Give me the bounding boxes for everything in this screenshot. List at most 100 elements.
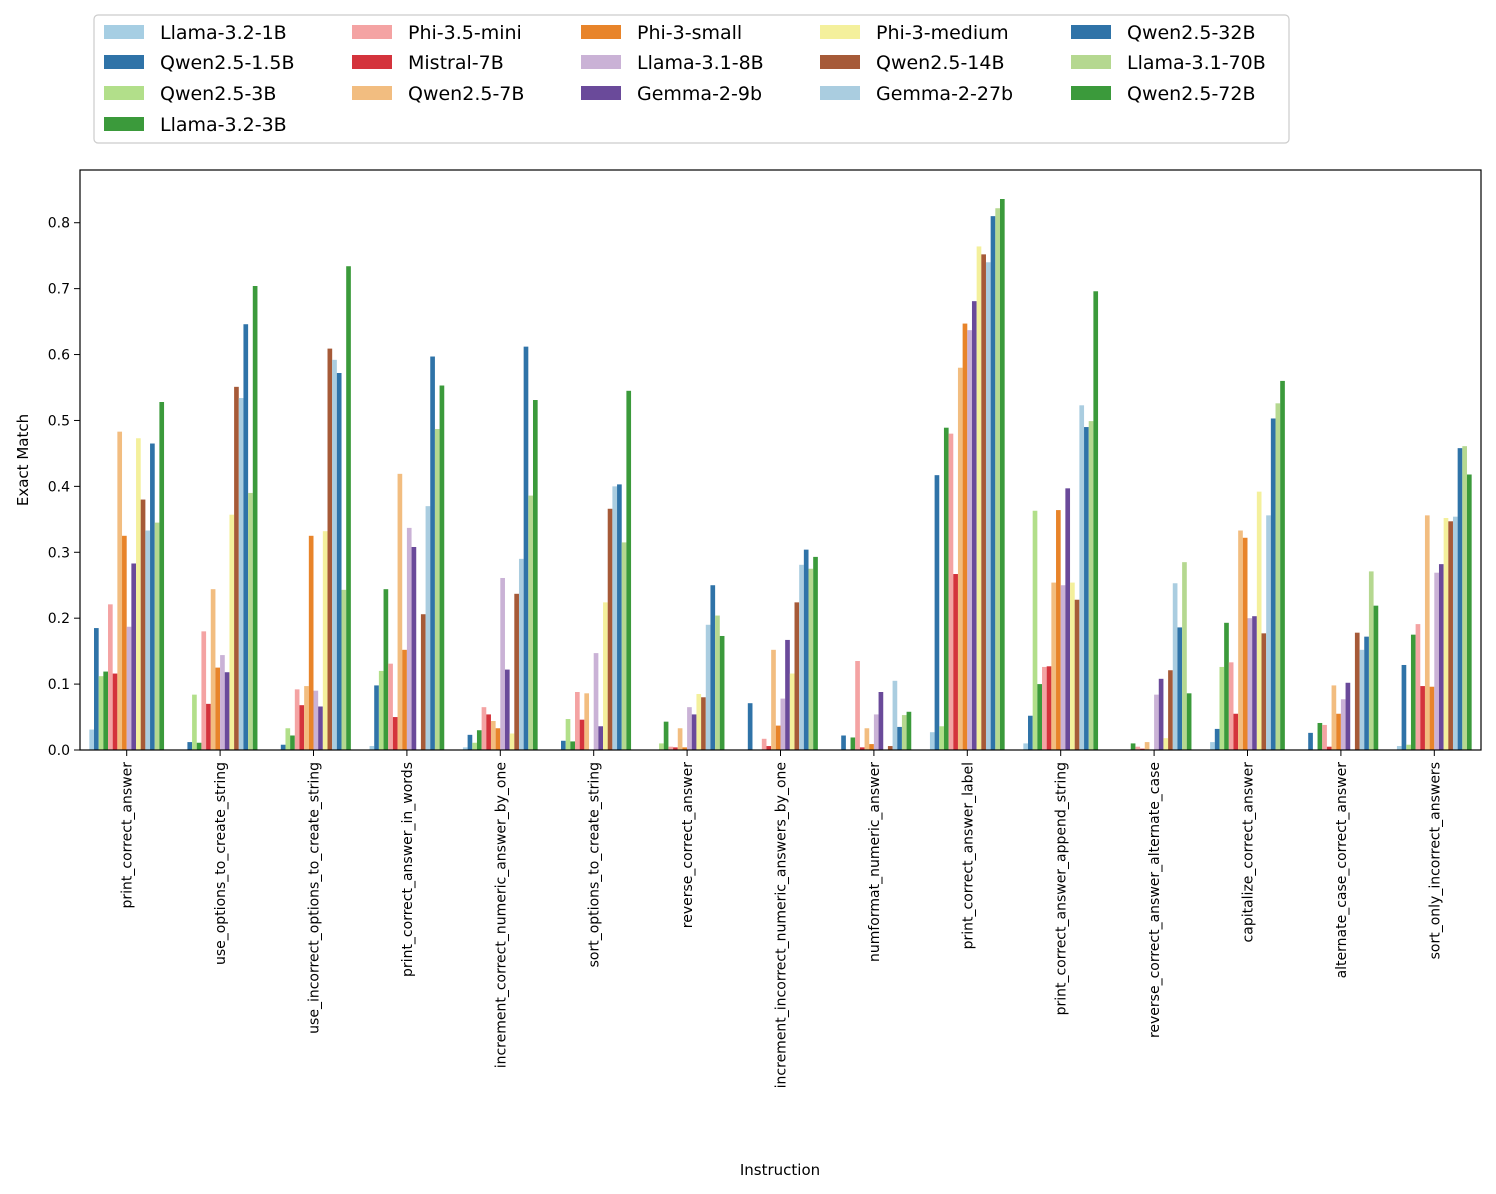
bar-Phi-3.5-mini-reverse_correct_answer_alternate_case bbox=[1135, 746, 1141, 750]
bar-Llama-3.2-3B-reverse_correct_answer_alternate_case bbox=[1130, 743, 1136, 750]
bar-Phi-3-small-reverse_correct_answer bbox=[682, 747, 688, 750]
bar-Phi-3.5-mini-print_correct_answer bbox=[108, 604, 113, 750]
bar-Mistral-7B-sort_options_to_create_string bbox=[579, 719, 585, 750]
bar-Llama-3.1-8B-increment_incorrect_numeric_answers_by_one bbox=[780, 698, 786, 750]
bar-Qwen2.5-32B-reverse_correct_answer bbox=[710, 585, 716, 750]
bar-Phi-3-medium-print_correct_answer bbox=[136, 438, 141, 750]
x-tick-label: print_correct_answer bbox=[120, 762, 136, 909]
bar-Llama-3.1-8B-print_correct_answer_in_words bbox=[406, 527, 412, 750]
y-axis: 0.0 0.1 0.2 0.3 0.4 0.5 0.6 0.7 0.8 bbox=[48, 216, 80, 759]
plot-area bbox=[79, 169, 1482, 751]
bar-Phi-3-medium-print_correct_answer_append_string bbox=[1070, 582, 1075, 750]
bar-Phi-3-medium-print_correct_answer_label bbox=[976, 246, 982, 750]
legend-swatch bbox=[104, 55, 144, 69]
bar-Llama-3.1-70B-print_correct_answer_label bbox=[995, 208, 1000, 751]
bar-Phi-3-small-use_options_to_create_string bbox=[215, 667, 221, 750]
bar-Phi-3-small-print_correct_answer bbox=[122, 535, 127, 750]
y-tick-label: 0.0 bbox=[48, 743, 70, 759]
bar-Qwen2.5-7B-alternate_case_correct_answer bbox=[1331, 685, 1337, 750]
legend-label: Llama-3.2-1B bbox=[160, 22, 287, 44]
bar-Llama-3.2-3B-print_correct_answer_append_string bbox=[1037, 684, 1043, 750]
x-tick-label: reverse_correct_answer_alternate_case bbox=[1147, 762, 1163, 1038]
bar-Qwen2.5-14B-alternate_case_correct_answer bbox=[1354, 632, 1360, 750]
bar-Llama-3.1-70B-use_incorrect_options_to_create_string bbox=[341, 589, 347, 750]
bar-Llama-3.1-8B-reverse_correct_answer bbox=[687, 707, 692, 750]
bar-Gemma-2-27b-increment_incorrect_numeric_answers_by_one bbox=[799, 564, 804, 750]
bar-Mistral-7B-sort_only_incorrect_answers bbox=[1420, 686, 1425, 750]
bar-Gemma-2-27b-increment_correct_numeric_answer_by_one bbox=[518, 558, 524, 750]
bar-Llama-3.2-1B-increment_correct_numeric_answer_by_one bbox=[462, 747, 468, 750]
bar-Qwen2.5-72B-use_options_to_create_string bbox=[252, 286, 258, 750]
bar-Llama-3.2-3B-alternate_case_correct_answer bbox=[1317, 722, 1323, 750]
bar-Llama-3.2-3B-reverse_correct_answer bbox=[663, 721, 669, 750]
bar-Phi-3.5-mini-capitalize_correct_answer bbox=[1228, 662, 1234, 750]
bar-Qwen2.5-32B-increment_correct_numeric_answer_by_one bbox=[523, 346, 529, 750]
x-tick-label: capitalize_correct_answer bbox=[1241, 762, 1257, 943]
bar-Qwen2.5-7B-capitalize_correct_answer bbox=[1238, 530, 1243, 750]
bar-Qwen2.5-7B-increment_incorrect_numeric_answers_by_one bbox=[771, 649, 776, 750]
legend-box bbox=[93, 14, 1290, 144]
x-tick-label: print_correct_answer_in_words bbox=[400, 762, 416, 977]
x-tick-label: increment_correct_numeric_answer_by_one bbox=[493, 762, 509, 1068]
x-tick-label: print_correct_answer_label bbox=[960, 762, 976, 949]
bar-Phi-3-medium-use_options_to_create_string bbox=[229, 514, 235, 750]
bar-Qwen2.5-32B-print_correct_answer_append_string bbox=[1084, 427, 1089, 750]
bar-Gemma-2-27b-numformat_numeric_answer bbox=[892, 680, 898, 750]
legend-label: Llama-3.2-3B bbox=[160, 114, 287, 136]
bar-Qwen2.5-7B-print_correct_answer_in_words bbox=[397, 473, 403, 750]
bar-Llama-3.1-70B-reverse_correct_answer_alternate_case bbox=[1182, 562, 1187, 750]
bar-Gemma-2-9b-print_correct_answer_in_words bbox=[411, 547, 417, 750]
y-tick-label: 0.3 bbox=[48, 545, 70, 561]
bar-Llama-3.1-70B-alternate_case_correct_answer bbox=[1368, 571, 1374, 750]
bar-Qwen2.5-72B-print_correct_answer_append_string bbox=[1093, 291, 1099, 750]
bar-Qwen2.5-3B-reverse_correct_answer bbox=[659, 743, 664, 750]
x-tick-label: alternate_case_correct_answer bbox=[1334, 762, 1350, 979]
bar-Phi-3.5-mini-increment_correct_numeric_answer_by_one bbox=[481, 707, 487, 750]
legend-label: Llama-3.1-70B bbox=[1127, 52, 1266, 74]
bar-Mistral-7B-alternate_case_correct_answer bbox=[1326, 746, 1332, 750]
bar-Llama-3.2-3B-use_incorrect_options_to_create_string bbox=[290, 735, 295, 750]
bar-Phi-3-small-alternate_case_correct_answer bbox=[1336, 713, 1341, 750]
bar-Llama-3.1-70B-print_correct_answer_in_words bbox=[434, 429, 440, 750]
bar-Llama-3.1-8B-numformat_numeric_answer bbox=[873, 714, 879, 750]
bar-Gemma-2-27b-alternate_case_correct_answer bbox=[1359, 649, 1365, 750]
bar-Phi-3-small-sort_only_incorrect_answers bbox=[1429, 686, 1435, 750]
bar-Qwen2.5-1.5B-use_incorrect_options_to_create_string bbox=[280, 744, 286, 750]
bar-Mistral-7B-print_correct_answer bbox=[112, 673, 118, 750]
bar-Qwen2.5-32B-numformat_numeric_answer bbox=[897, 726, 902, 750]
bar-Gemma-2-27b-sort_options_to_create_string bbox=[612, 486, 618, 750]
x-tick-label: sort_only_incorrect_answers bbox=[1427, 762, 1443, 959]
legend-label: Mistral-7B bbox=[408, 52, 504, 74]
bar-Qwen2.5-7B-increment_correct_numeric_answer_by_one bbox=[490, 721, 496, 750]
legend-label: Llama-3.1-8B bbox=[637, 52, 764, 74]
bar-Qwen2.5-7B-numformat_numeric_answer bbox=[864, 728, 870, 750]
bar-Qwen2.5-3B-use_incorrect_options_to_create_string bbox=[285, 728, 291, 750]
bar-Llama-3.2-1B-sort_only_incorrect_answers bbox=[1396, 746, 1402, 750]
bar-Mistral-7B-reverse_correct_answer_alternate_case bbox=[1140, 748, 1145, 750]
bar-Qwen2.5-7B-sort_options_to_create_string bbox=[584, 693, 590, 750]
bar-Llama-3.2-3B-sort_options_to_create_string bbox=[570, 741, 576, 750]
bar-Llama-3.1-8B-print_correct_answer_append_string bbox=[1060, 585, 1066, 750]
bar-Qwen2.5-14B-sort_options_to_create_string bbox=[607, 508, 613, 750]
bar-Llama-3.1-8B-alternate_case_correct_answer bbox=[1340, 699, 1346, 750]
legend-swatch bbox=[581, 55, 621, 69]
bar-Phi-3-small-print_correct_answer_in_words bbox=[402, 649, 407, 750]
bar-Qwen2.5-72B-numformat_numeric_answer bbox=[906, 711, 912, 750]
bar-Llama-3.1-70B-sort_options_to_create_string bbox=[621, 542, 627, 750]
bar-Phi-3-small-capitalize_correct_answer bbox=[1242, 537, 1248, 750]
bar-Qwen2.5-3B-sort_only_incorrect_answers bbox=[1406, 744, 1411, 750]
bar-Llama-3.1-70B-increment_incorrect_numeric_answers_by_one bbox=[808, 568, 814, 750]
legend-swatch bbox=[352, 86, 392, 100]
bar-Gemma-2-27b-use_options_to_create_string bbox=[238, 398, 244, 750]
bar-Qwen2.5-3B-capitalize_correct_answer bbox=[1219, 666, 1225, 750]
bar-Llama-3.1-70B-print_correct_answer bbox=[154, 522, 160, 750]
x-tick-label: use_incorrect_options_to_create_string bbox=[307, 762, 323, 1034]
bar-Llama-3.1-70B-use_options_to_create_string bbox=[248, 492, 253, 750]
legend-label: Qwen2.5-1.5B bbox=[160, 52, 295, 74]
bar-Mistral-7B-use_options_to_create_string bbox=[206, 703, 211, 750]
bar-Phi-3.5-mini-print_correct_answer_in_words bbox=[388, 663, 393, 750]
bar-Mistral-7B-increment_correct_numeric_answer_by_one bbox=[486, 714, 491, 750]
bar-Qwen2.5-1.5B-print_correct_answer_in_words bbox=[374, 685, 379, 750]
legend-label: Gemma-2-27b bbox=[876, 83, 1013, 105]
bar-Qwen2.5-1.5B-increment_incorrect_numeric_answers_by_one bbox=[747, 703, 753, 750]
